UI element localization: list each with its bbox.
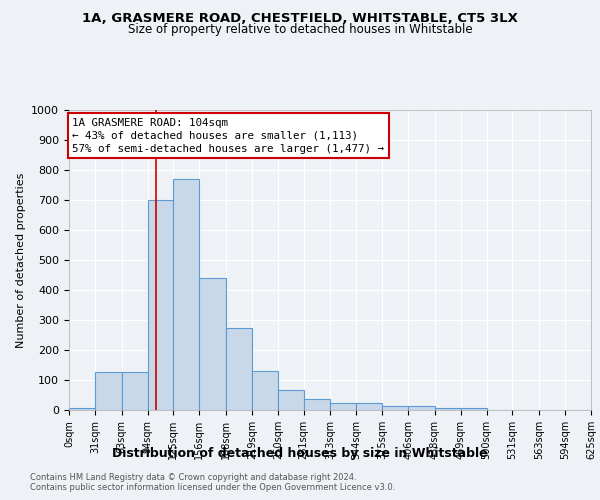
Bar xyxy=(122,372,148,410)
Text: 1A, GRASMERE ROAD, CHESTFIELD, WHITSTABLE, CT5 3LX: 1A, GRASMERE ROAD, CHESTFIELD, WHITSTABL… xyxy=(82,12,518,26)
Bar xyxy=(69,408,95,410)
Bar xyxy=(148,200,173,410)
Bar xyxy=(199,278,226,410)
Text: Distribution of detached houses by size in Whitstable: Distribution of detached houses by size … xyxy=(112,448,488,460)
Text: 1A GRASMERE ROAD: 104sqm
← 43% of detached houses are smaller (1,113)
57% of sem: 1A GRASMERE ROAD: 104sqm ← 43% of detach… xyxy=(73,118,385,154)
Bar xyxy=(331,402,356,410)
Bar xyxy=(95,372,122,410)
Bar xyxy=(173,179,199,410)
Y-axis label: Number of detached properties: Number of detached properties xyxy=(16,172,26,348)
Bar xyxy=(461,408,487,410)
Bar xyxy=(226,328,252,410)
Text: Size of property relative to detached houses in Whitstable: Size of property relative to detached ho… xyxy=(128,22,472,36)
Bar xyxy=(252,371,278,410)
Text: Contains HM Land Registry data © Crown copyright and database right 2024.: Contains HM Land Registry data © Crown c… xyxy=(30,472,356,482)
Bar xyxy=(408,406,435,410)
Text: Contains public sector information licensed under the Open Government Licence v3: Contains public sector information licen… xyxy=(30,482,395,492)
Bar xyxy=(356,404,382,410)
Bar xyxy=(304,398,331,410)
Bar xyxy=(382,406,408,410)
Bar xyxy=(435,408,461,410)
Bar xyxy=(278,390,304,410)
